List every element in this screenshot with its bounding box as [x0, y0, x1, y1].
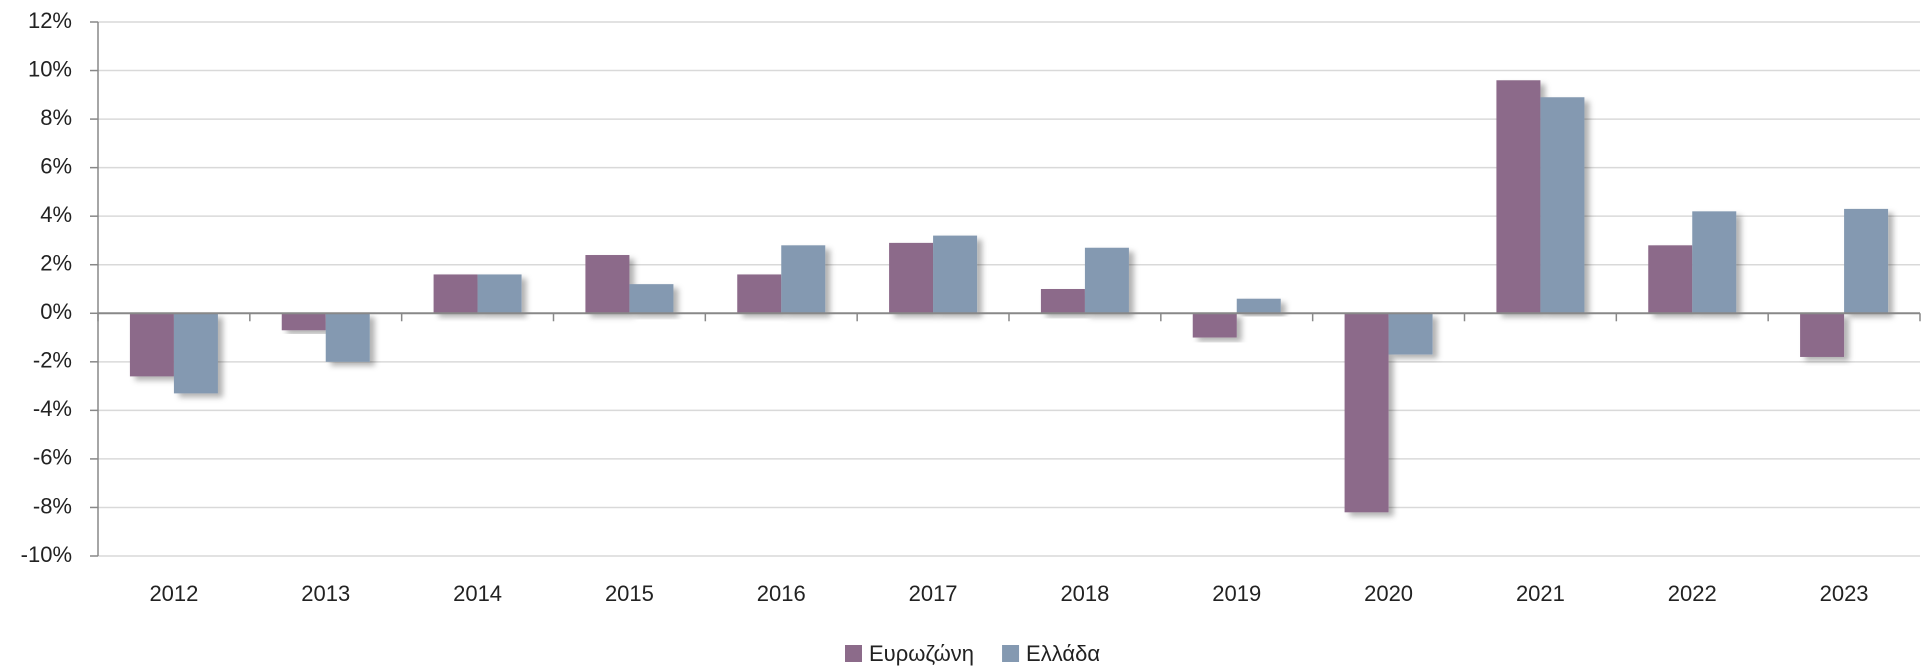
x-tick-label: 2019: [1212, 581, 1261, 606]
bar: [325, 313, 370, 362]
bar: [1084, 247, 1129, 314]
bar: [1496, 80, 1541, 314]
axes: -10% -8% -6% -4% -2% 0% 2% 4% 6% 8% 10% 12% 2012 2013…: [21, 8, 1921, 606]
y-tick-label: 8%: [40, 105, 72, 130]
bar: [1192, 313, 1237, 338]
x-tick-label: 2022: [1668, 581, 1717, 606]
y-tick-label: -2%: [33, 348, 72, 373]
bar: [1648, 245, 1693, 314]
bar: [1844, 208, 1889, 314]
bar: [173, 313, 218, 394]
bar: [433, 274, 478, 314]
x-tick-label: 2023: [1820, 581, 1869, 606]
x-tick-label: 2020: [1364, 581, 1413, 606]
bar: [889, 242, 934, 314]
bar: [1236, 298, 1281, 314]
bar: [1344, 313, 1389, 513]
legend-swatch: [845, 645, 862, 662]
y-tick-label: -8%: [33, 493, 72, 518]
bars: [129, 80, 1889, 513]
y-tick-label: -10%: [21, 542, 72, 567]
legend-label: Ευρωζώνη: [869, 641, 974, 666]
y-tick-label: 0%: [40, 299, 72, 324]
x-tick-label: 2014: [453, 581, 502, 606]
x-tick-label: 2018: [1060, 581, 1109, 606]
y-tick-label: -4%: [33, 396, 72, 421]
bar: [737, 274, 782, 314]
legend-swatch: [1002, 645, 1020, 662]
x-tick-label: 2016: [757, 581, 806, 606]
x-tick-label: 2015: [605, 581, 654, 606]
bar: [281, 313, 326, 331]
bar: [1692, 211, 1737, 314]
legend: Ευρωζώνη Ελλάδα: [845, 641, 1100, 666]
x-tick-label: 2012: [149, 581, 198, 606]
y-tick-label: 12%: [28, 8, 72, 33]
x-tick-label: 2021: [1516, 581, 1565, 606]
y-tick-label: 2%: [40, 251, 72, 276]
bar: [1040, 289, 1085, 314]
x-tick-label: 2017: [909, 581, 958, 606]
y-tick-label: 4%: [40, 202, 72, 227]
bar: [1388, 313, 1433, 355]
bar: [1540, 97, 1585, 314]
bar: [585, 255, 630, 314]
y-tick-label: 10%: [28, 56, 72, 81]
bar: [629, 284, 674, 314]
legend-label: Ελλάδα: [1026, 641, 1100, 666]
bar: [1800, 313, 1845, 357]
y-tick-label: 6%: [40, 153, 72, 178]
y-tick-label: -6%: [33, 445, 72, 470]
x-tick-label: 2013: [301, 581, 350, 606]
bar: [933, 235, 978, 314]
bar: [129, 313, 174, 377]
grid: [98, 21, 1920, 557]
bar: [781, 245, 826, 314]
bar: [477, 274, 522, 314]
